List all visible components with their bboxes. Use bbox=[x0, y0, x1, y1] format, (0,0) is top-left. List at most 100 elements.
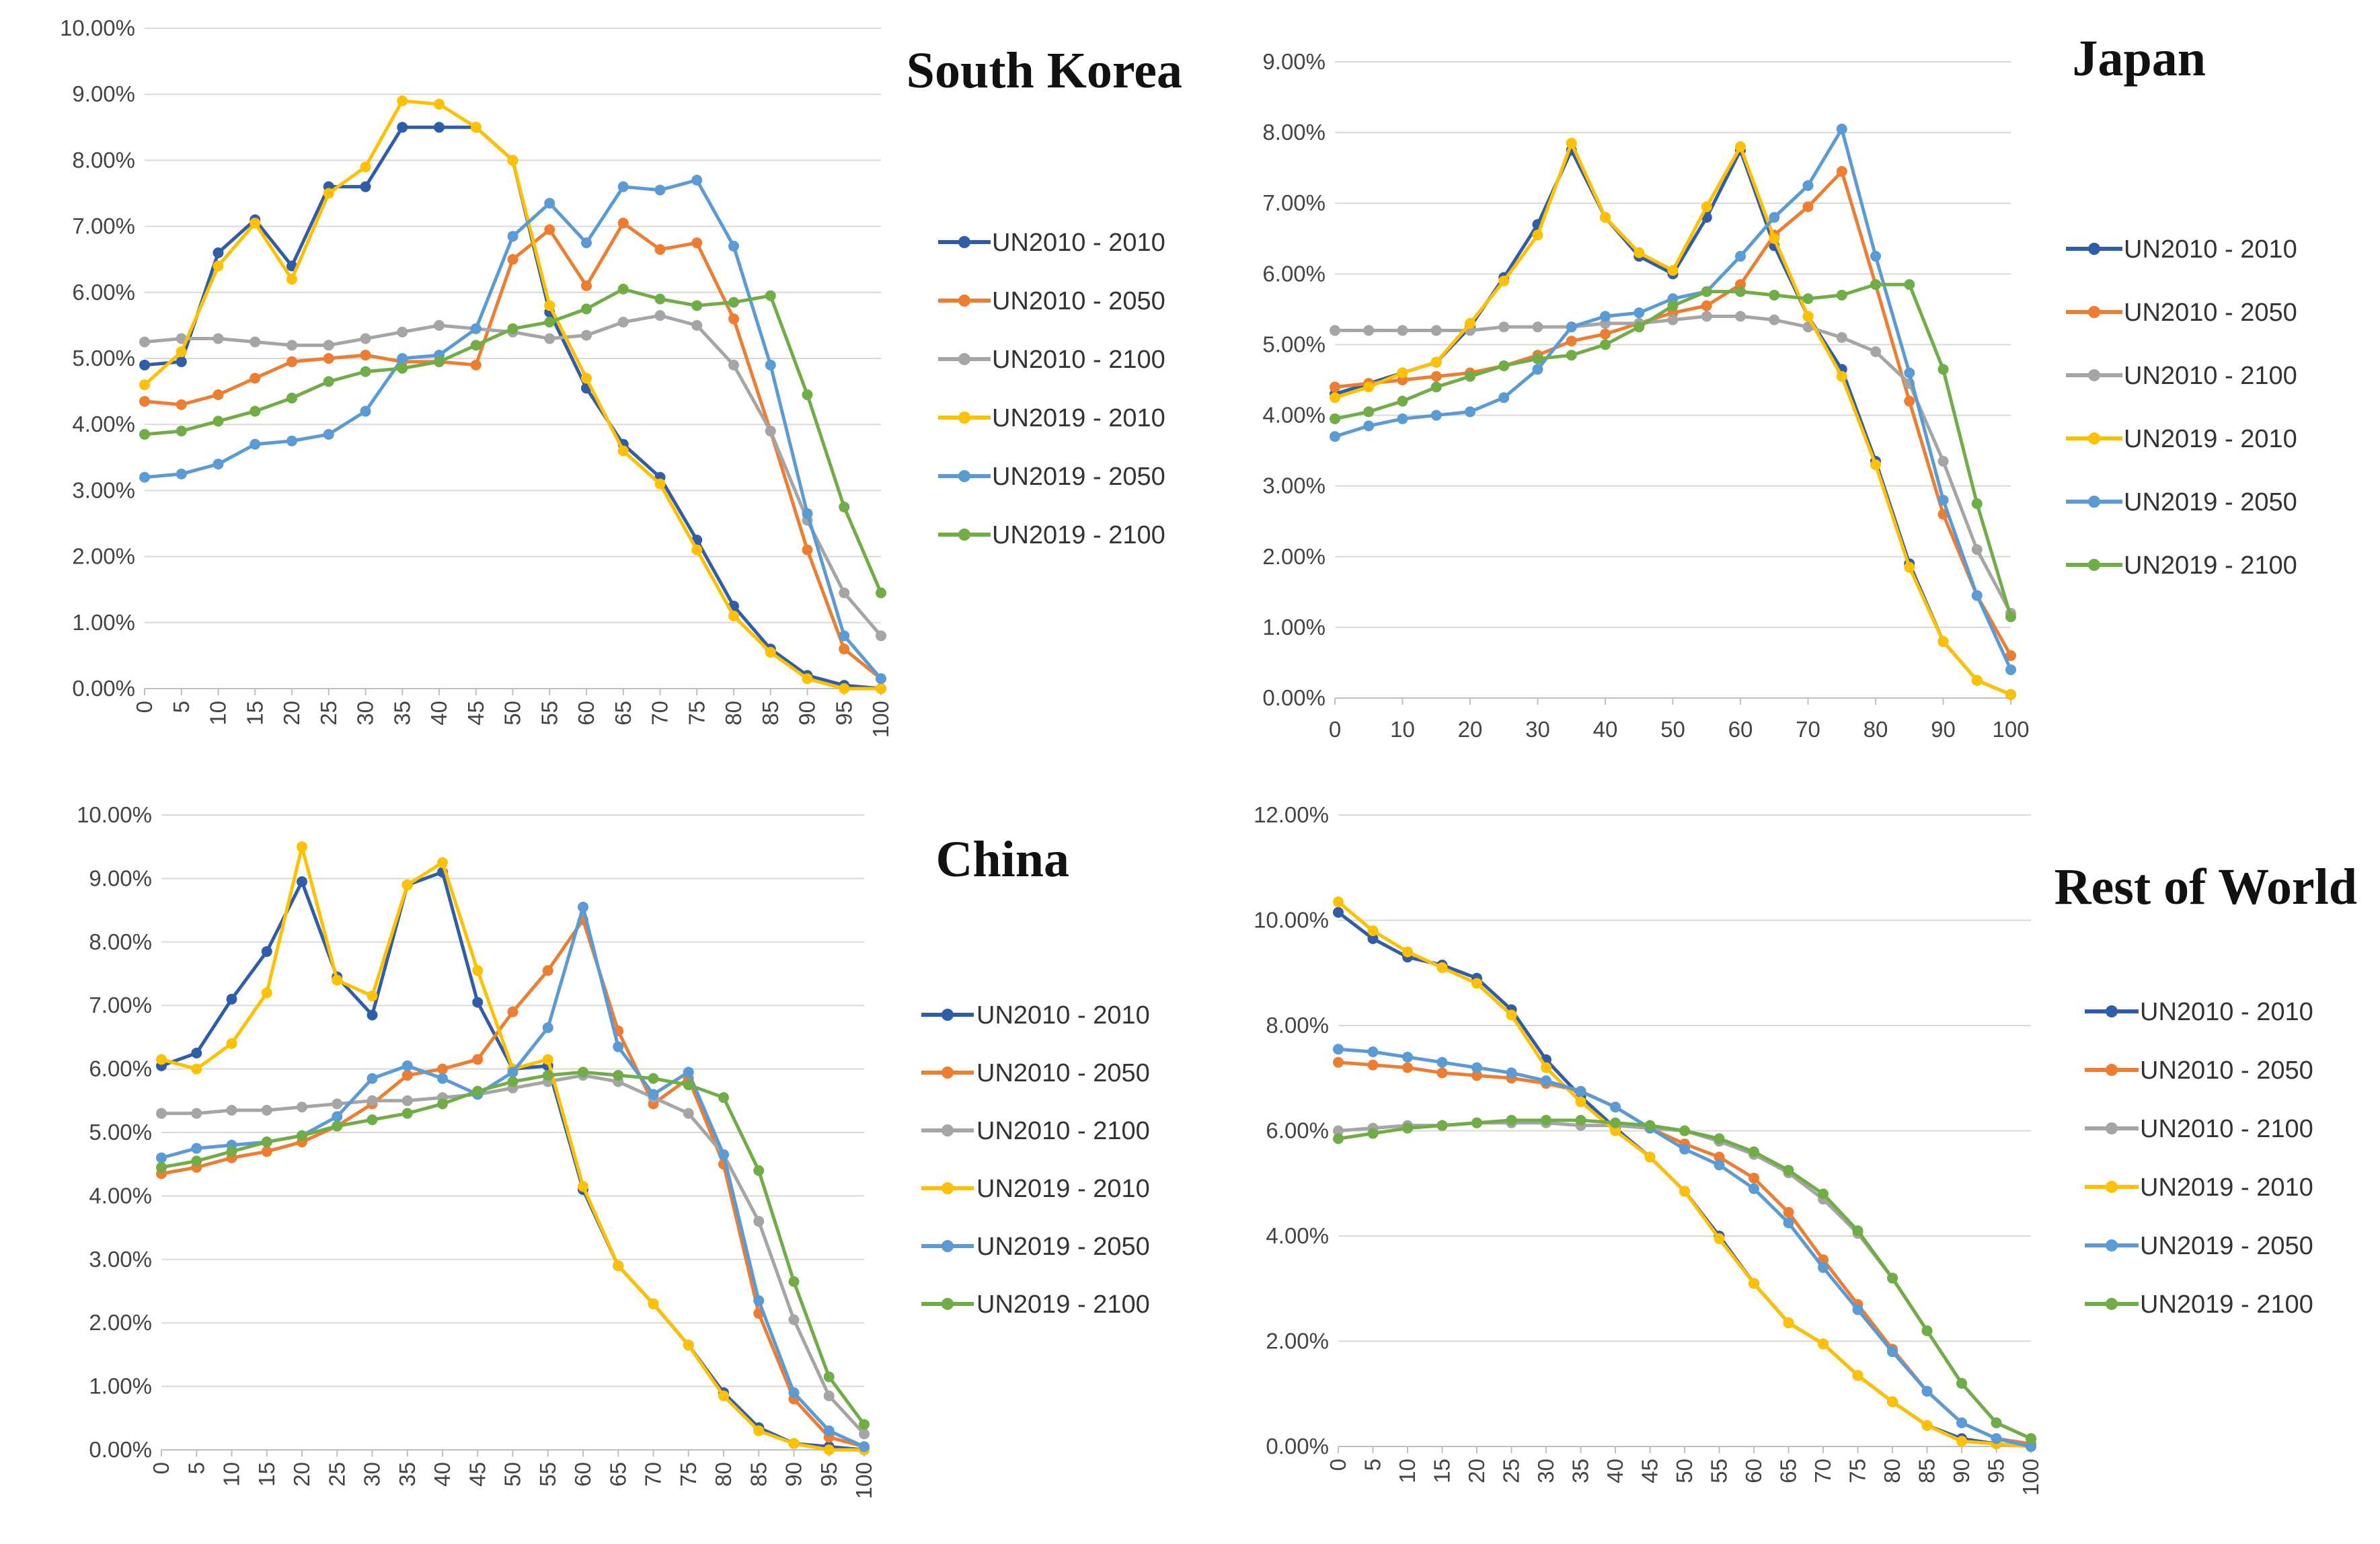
data-point bbox=[1769, 314, 1780, 325]
data-point bbox=[360, 181, 371, 192]
data-point bbox=[728, 610, 739, 621]
legend-label: UN2010 - 2010 bbox=[976, 1001, 1150, 1030]
data-point bbox=[249, 373, 261, 384]
data-point bbox=[1921, 1385, 1933, 1397]
data-point bbox=[401, 1095, 413, 1106]
legend-marker bbox=[942, 1067, 954, 1079]
data-point bbox=[1735, 286, 1746, 297]
x-tick-label: 75 bbox=[684, 701, 709, 726]
data-point bbox=[617, 217, 629, 229]
x-tick-label: 30 bbox=[360, 1462, 385, 1487]
data-point bbox=[332, 1111, 343, 1122]
data-point bbox=[654, 184, 666, 196]
data-point bbox=[1600, 212, 1611, 223]
data-point bbox=[191, 1155, 202, 1167]
data-point bbox=[1600, 328, 1611, 340]
data-point bbox=[1610, 1125, 1621, 1136]
data-point bbox=[401, 1060, 413, 1071]
data-point bbox=[613, 1070, 624, 1081]
x-tick-label: 100 bbox=[868, 701, 893, 738]
legend-label: UN2019 - 2010 bbox=[2140, 1173, 2313, 1202]
data-point bbox=[367, 1073, 378, 1084]
data-point bbox=[332, 974, 343, 986]
data-point bbox=[1852, 1225, 1864, 1237]
series-6-rest-of-world bbox=[1333, 1114, 2036, 1444]
data-point bbox=[1430, 381, 1442, 393]
data-point bbox=[249, 336, 261, 348]
data-point bbox=[360, 406, 371, 417]
x-tick-label: 70 bbox=[1796, 717, 1820, 742]
legend-marker bbox=[942, 1124, 954, 1136]
data-point bbox=[507, 155, 519, 166]
legend-label: UN2019 - 2050 bbox=[2140, 1232, 2313, 1260]
data-point bbox=[1818, 1188, 1829, 1200]
x-tick-label: 60 bbox=[1741, 1459, 1766, 1483]
legend-marker bbox=[942, 1182, 954, 1194]
data-point bbox=[1887, 1346, 1898, 1358]
x-tick-label: 60 bbox=[574, 701, 599, 726]
y-tick-label: 1.00% bbox=[1262, 615, 1326, 640]
data-point bbox=[249, 438, 261, 450]
data-point bbox=[648, 1298, 659, 1309]
x-tick-label: 20 bbox=[1458, 717, 1483, 742]
y-tick-label: 4.00% bbox=[1262, 403, 1326, 428]
x-tick-label: 95 bbox=[831, 701, 856, 726]
data-point bbox=[297, 876, 307, 888]
y-tick-label: 5.00% bbox=[1262, 332, 1326, 356]
legend-marker bbox=[2088, 432, 2100, 445]
data-point bbox=[1714, 1159, 1725, 1171]
data-point bbox=[648, 1073, 659, 1084]
data-point bbox=[1330, 413, 1340, 424]
data-point bbox=[507, 1006, 519, 1017]
data-point bbox=[1430, 356, 1442, 368]
data-point bbox=[191, 1063, 202, 1075]
data-point bbox=[1333, 1133, 1344, 1145]
x-tick-label: 85 bbox=[1915, 1459, 1940, 1483]
data-point bbox=[401, 879, 413, 890]
series-4-rest-of-world bbox=[1333, 896, 2036, 1452]
data-point bbox=[802, 389, 813, 401]
x-tick-label: 50 bbox=[500, 701, 525, 726]
data-point bbox=[1644, 1120, 1656, 1131]
data-point bbox=[1971, 590, 1983, 601]
data-point bbox=[360, 366, 371, 377]
data-point bbox=[1870, 346, 1881, 357]
data-point bbox=[1397, 395, 1408, 407]
legend-item: UN2019 - 2010 bbox=[938, 404, 1165, 432]
data-point bbox=[1402, 1062, 1413, 1073]
data-point bbox=[683, 1079, 694, 1091]
legend-marker bbox=[942, 1298, 954, 1310]
data-point bbox=[1783, 1317, 1794, 1329]
data-point bbox=[1644, 1151, 1656, 1163]
data-point bbox=[1921, 1325, 1933, 1336]
data-point bbox=[1870, 251, 1881, 262]
x-tick-label: 90 bbox=[781, 1462, 806, 1487]
data-point bbox=[839, 683, 850, 694]
legend-label: UN2010 - 2050 bbox=[976, 1059, 1150, 1087]
data-point bbox=[578, 901, 588, 913]
data-point bbox=[1735, 141, 1746, 153]
y-tick-label: 2.00% bbox=[89, 1310, 152, 1335]
data-point bbox=[139, 471, 150, 483]
x-tick-label: 30 bbox=[1533, 1459, 1558, 1483]
x-tick-label: 20 bbox=[1464, 1459, 1489, 1483]
y-tick-label: 4.00% bbox=[72, 412, 135, 436]
series-5-rest-of-world bbox=[1333, 1044, 2036, 1452]
data-point bbox=[323, 188, 334, 199]
data-point bbox=[1330, 325, 1340, 336]
data-point bbox=[1363, 381, 1375, 393]
series-1-japan bbox=[1330, 145, 2016, 700]
data-point bbox=[823, 1444, 835, 1455]
y-tick-label: 0.00% bbox=[1262, 685, 1326, 710]
data-point bbox=[1887, 1396, 1898, 1407]
data-point bbox=[1436, 962, 1448, 973]
data-point bbox=[542, 1070, 553, 1081]
x-tick-label: 45 bbox=[465, 1462, 490, 1487]
data-point bbox=[1575, 1114, 1586, 1126]
data-point bbox=[765, 359, 776, 371]
data-point bbox=[691, 319, 703, 331]
x-tick-label: 70 bbox=[641, 1462, 666, 1487]
data-point bbox=[1836, 165, 1847, 177]
legend-item: UN2019 - 2050 bbox=[2085, 1232, 2313, 1260]
legend-label: UN2010 - 2010 bbox=[992, 229, 1165, 257]
